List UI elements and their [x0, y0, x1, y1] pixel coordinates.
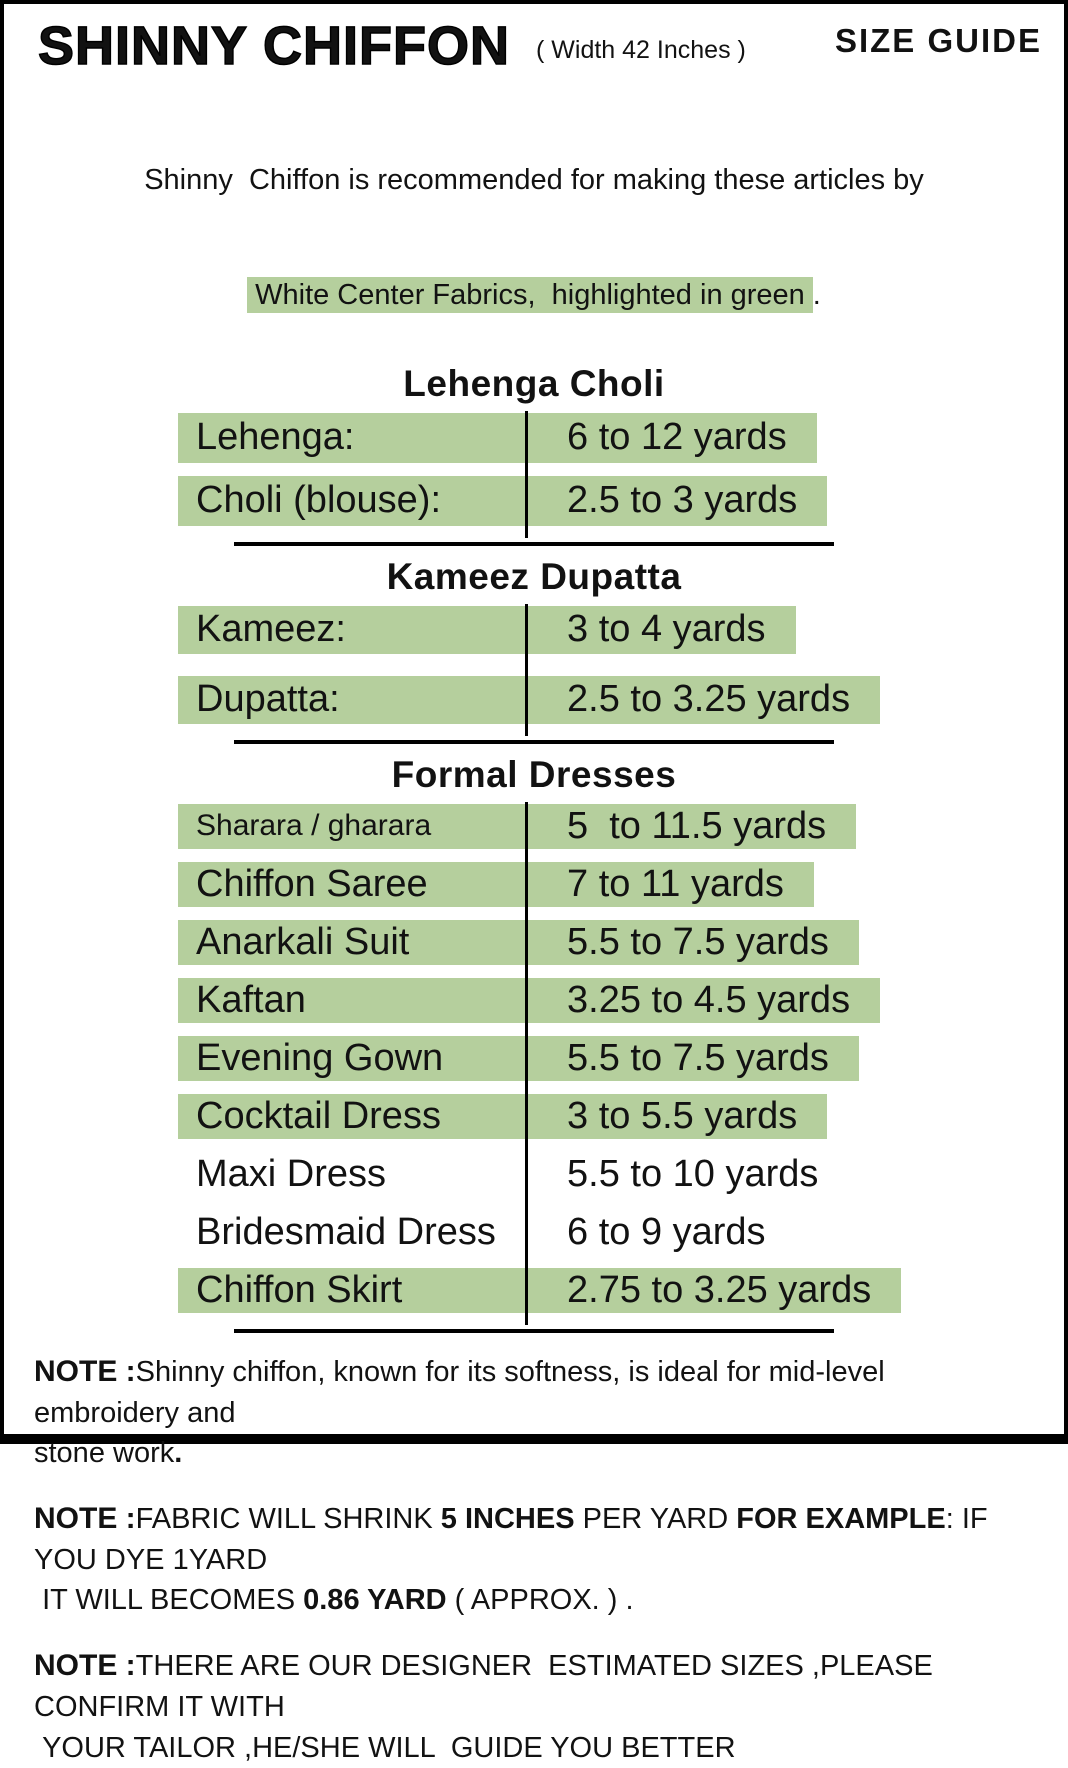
table-row: Dupatta: 2.5 to 3.25 yards	[178, 675, 881, 724]
intro-line2: White Center Fabrics, highlighted in gre…	[4, 276, 1064, 314]
item-label: Lehenga:	[178, 412, 525, 463]
section: Formal Dresses Sharara / gharara 5 to 11.5…	[4, 754, 1064, 1333]
yardage-value: 3 to 4 yards	[525, 605, 796, 654]
table-row: Evening Gown 5.5 to 7.5 yards	[178, 1035, 901, 1081]
section-divider	[234, 1328, 834, 1333]
item-label: Cocktail Dress	[178, 1093, 525, 1139]
table-row: Cocktail Dress 3 to 5.5 yards	[178, 1093, 901, 1139]
yardage-value: 2.75 to 3.25 yards	[525, 1267, 902, 1313]
section: Lehenga Choli Lehenga: 6 to 12 yards Choli …	[4, 363, 1064, 546]
size-table: Kameez: 3 to 4 yards Dupatta: 2.5 to 3.25 y…	[178, 603, 881, 736]
brand-highlight: White Center Fabrics, highlighted in gre…	[247, 277, 813, 314]
yardage-value: 6 to 9 yards	[567, 1210, 766, 1253]
header: SHINNY CHIFFON ( Width 42 Inches ) SIZE …	[4, 4, 1064, 75]
section-title: Kameez Dupatta	[386, 555, 682, 597]
yardage-value: 2.5 to 3.25 yards	[525, 675, 881, 724]
size-guide-label: SIZE GUIDE	[834, 22, 1042, 59]
item-label: Chiffon Saree	[178, 861, 525, 907]
table-row: Chiffon Skirt 2.75 to 3.25 yards	[178, 1267, 902, 1313]
note-text: THERE ARE OUR DESIGNER ESTIMATED SIZES ,…	[34, 1649, 933, 1764]
note-text: PER YARD	[574, 1502, 737, 1535]
yardage-value: 3 to 5.5 yards	[525, 1093, 828, 1139]
section: Kameez Dupatta Kameez: 3 to 4 yards Dupatta…	[4, 556, 1064, 744]
yardage-value: 5.5 to 7.5 yards	[525, 919, 859, 965]
item-label: Kaftan	[178, 977, 525, 1023]
page-title: SHINNY CHIFFON	[37, 16, 511, 76]
note-text: FABRIC WILL SHRINK	[135, 1502, 441, 1535]
item-label: Maxi Dress	[196, 1152, 387, 1195]
yardage-value: 5.5 to 10 yards	[567, 1152, 819, 1195]
note-label: NOTE :	[34, 1501, 136, 1535]
intro-text: Shinny Chiffon is recommended for making…	[4, 85, 1064, 353]
note-text-bold: .	[174, 1437, 183, 1470]
note: NOTE :Shinny chiffon, known for its soft…	[34, 1351, 1038, 1474]
table-row: Maxi Dress 5.5 to 10 yards	[178, 1152, 901, 1197]
yardage-value: 5 to 11.5 yards	[525, 803, 857, 849]
section-divider	[234, 541, 834, 546]
yardage-value: 7 to 11 yards	[525, 861, 814, 907]
item-label: Choli (blouse):	[178, 475, 525, 526]
item-label: Evening Gown	[178, 1035, 525, 1081]
item-label: Sharara / gharara	[178, 803, 525, 849]
table-row: Choli (blouse): 2.5 to 3 yards	[178, 475, 828, 526]
yardage-value: 5.5 to 7.5 yards	[525, 1035, 859, 1081]
item-label: Anarkali Suit	[178, 919, 525, 965]
yardage-value: 2.5 to 3 yards	[525, 475, 828, 526]
note-text-bold: 0.86 YARD	[303, 1584, 447, 1617]
note-text-bold: FOR EXAMPLE	[736, 1502, 946, 1535]
item-label: Kameez:	[178, 605, 525, 654]
table-row: Kaftan 3.25 to 4.5 yards	[178, 977, 901, 1023]
table-row: Chiffon Saree 7 to 11 yards	[178, 861, 901, 907]
item-label: Dupatta:	[178, 675, 525, 724]
table-row: Lehenga: 6 to 12 yards	[178, 412, 827, 463]
note-text: Shinny chiffon, known for its softness, …	[34, 1355, 885, 1470]
notes: NOTE :Shinny chiffon, known for its soft…	[4, 1343, 1064, 1768]
table-row: Anarkali Suit 5.5 to 7.5 yards	[178, 919, 901, 965]
note-text: ( APPROX. ) .	[446, 1584, 634, 1617]
table-row: Sharara / gharara 5 to 11.5 yards	[178, 803, 901, 849]
item-label: Chiffon Skirt	[178, 1267, 525, 1313]
note: NOTE :THERE ARE OUR DESIGNER ESTIMATED S…	[34, 1645, 1038, 1768]
fabric-width-note: ( Width 42 Inches )	[536, 36, 746, 64]
table-row: Bridesmaid Dress 6 to 9 yards	[178, 1210, 901, 1255]
size-table: Lehenga: 6 to 12 yards Choli (blouse): 2.5 …	[178, 410, 828, 538]
column-divider-line	[525, 801, 528, 1325]
section-title: Formal Dresses	[391, 753, 677, 795]
sections: Lehenga Choli Lehenga: 6 to 12 yards Choli …	[4, 363, 1064, 1333]
column-divider-line	[525, 410, 528, 538]
note: NOTE :FABRIC WILL SHRINK 5 INCHES PER YA…	[34, 1498, 1038, 1621]
intro-line2-period: .	[812, 279, 821, 312]
intro-line1: Shinny Chiffon is recommended for making…	[144, 164, 924, 197]
yardage-value: 3.25 to 4.5 yards	[525, 977, 881, 1023]
note-label: NOTE :	[34, 1648, 136, 1682]
table-row: Kameez: 3 to 4 yards	[178, 605, 880, 654]
yardage-value: 6 to 12 yards	[525, 412, 817, 463]
note-text-bold: 5 INCHES	[440, 1502, 575, 1535]
note-label: NOTE :	[34, 1354, 136, 1388]
item-label: Bridesmaid Dress	[196, 1210, 496, 1253]
section-divider	[234, 739, 834, 744]
section-title: Lehenga Choli	[403, 362, 665, 404]
size-table: Sharara / gharara 5 to 11.5 yards Chiffon …	[178, 801, 902, 1325]
column-divider-line	[525, 603, 528, 736]
